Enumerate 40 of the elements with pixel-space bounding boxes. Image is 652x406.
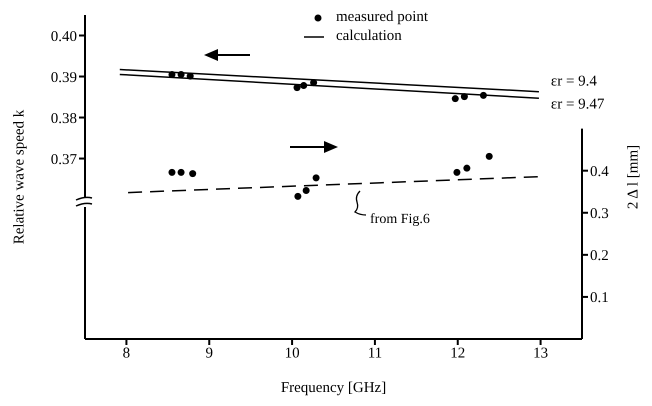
legend-label: measured point [336, 8, 428, 27]
x-tick-label: 9 [206, 346, 213, 362]
x-tick-label: 13 [533, 346, 548, 362]
point [453, 168, 460, 176]
point [312, 174, 320, 182]
point [294, 192, 302, 200]
legend-label: calculation [336, 27, 402, 46]
point [452, 95, 459, 102]
point [186, 72, 194, 80]
point [294, 84, 301, 92]
y-tick-label: 0.39 [50, 70, 77, 86]
point [168, 168, 176, 176]
point [486, 152, 493, 160]
y-tick-label: 0.37 [50, 152, 78, 168]
point [463, 164, 470, 172]
annotation: εr = 9.4 [550, 74, 598, 90]
x-tick-label: 10 [284, 346, 300, 362]
point [460, 93, 468, 100]
y2-tick-label: 0.1 [590, 290, 609, 306]
point [480, 92, 487, 99]
annotation: εr = 9.47 [550, 96, 605, 112]
y-tick-label: 0.40 [50, 28, 77, 45]
x-axis-title: Frequency [GHz] [280, 380, 386, 396]
point [178, 70, 185, 78]
y-tick-label: 0.38 [50, 110, 77, 127]
point [178, 168, 185, 176]
point [310, 79, 318, 86]
x-tick-label: 11 [368, 346, 382, 362]
y2-tick-label: 0.2 [590, 248, 609, 264]
point [300, 82, 308, 90]
x-tick-label: 12 [450, 346, 466, 362]
point [168, 70, 176, 78]
x-tick-label: 8 [122, 346, 130, 362]
y-axis-title: Relative wave speed k [11, 109, 28, 244]
point [302, 186, 310, 194]
y2-tick-label: 0.3 [590, 206, 609, 222]
y2-axis-title: 2 Δ l [mm] [625, 144, 642, 210]
annotation: from Fig.6 [370, 212, 430, 227]
y2-tick-label: 0.4 [590, 164, 610, 180]
point [189, 170, 196, 178]
